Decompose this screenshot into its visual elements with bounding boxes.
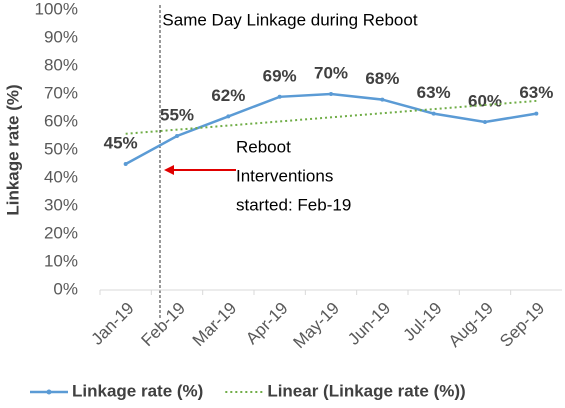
annotation: Interventions	[236, 166, 333, 185]
point	[123, 162, 128, 166]
legend-label: Linkage rate (%)	[72, 381, 203, 400]
y-tick-label: 40%	[44, 167, 78, 186]
data-label: 63%	[519, 83, 553, 102]
point	[329, 92, 333, 96]
x-tick-label: Jan-19	[87, 299, 137, 349]
data-label: 69%	[263, 66, 297, 85]
annotation: started: Feb-19	[236, 195, 351, 214]
y-tick-label: 100%	[35, 0, 78, 18]
chart-title: Same Day Linkage during Reboot	[162, 10, 417, 29]
x-tick-label: May-19	[289, 299, 343, 353]
annotation: Reboot	[236, 137, 291, 156]
point	[483, 120, 487, 124]
data-label: 45%	[104, 133, 138, 152]
x-tick-label: Feb-19	[137, 299, 189, 351]
data-label: 60%	[468, 91, 502, 110]
data-label: 70%	[314, 63, 348, 82]
legend-marker	[46, 389, 52, 395]
x-tick-label: Jun-19	[344, 299, 394, 349]
x-tick-label: Mar-19	[189, 299, 241, 351]
x-tick-label: Aug-19	[445, 299, 497, 351]
x-tick-label: Sep-19	[496, 299, 548, 351]
y-axis-label: Linkage rate (%)	[3, 84, 22, 215]
y-tick-label: 70%	[44, 83, 78, 102]
data-label: 68%	[365, 69, 399, 88]
y-tick-label: 10%	[44, 251, 78, 270]
y-tick-label: 90%	[44, 27, 78, 46]
y-tick-label: 60%	[44, 111, 78, 130]
x-tick-label: Apr-19	[242, 299, 292, 349]
data-label: 55%	[160, 105, 194, 124]
y-tick-label: 80%	[44, 55, 78, 74]
point	[380, 97, 385, 102]
data-label: 63%	[417, 83, 451, 102]
point	[431, 111, 436, 116]
y-tick-label: 30%	[44, 195, 78, 214]
y-tick-label: 50%	[44, 139, 78, 158]
trendline	[125, 99, 537, 135]
y-tick-label: 20%	[44, 223, 78, 242]
x-tick-label: Jul-19	[399, 299, 445, 345]
point	[534, 111, 539, 116]
legend-label: Linear (Linkage rate (%))	[267, 381, 465, 400]
data-label: 62%	[211, 86, 245, 105]
point	[277, 94, 282, 99]
point	[226, 114, 231, 119]
point	[175, 134, 179, 138]
y-tick-label: 0%	[53, 279, 78, 298]
arrow-head	[164, 165, 174, 175]
